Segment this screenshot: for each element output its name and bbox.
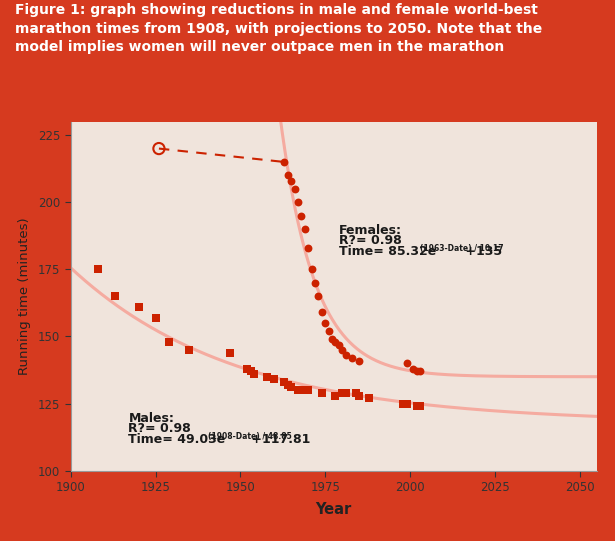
Point <box>354 357 364 365</box>
Text: (1963-Date) / 10.17: (1963-Date) / 10.17 <box>420 244 504 253</box>
Point <box>347 354 357 362</box>
Point <box>303 386 313 394</box>
Point <box>337 388 347 397</box>
Point <box>310 279 320 287</box>
Point <box>412 402 422 411</box>
Text: R?= 0.98: R?= 0.98 <box>129 423 191 436</box>
Point <box>415 402 425 411</box>
Point <box>415 367 425 375</box>
Point <box>287 383 296 392</box>
Point <box>225 348 235 357</box>
Point <box>242 364 252 373</box>
Point <box>245 367 255 375</box>
Point <box>263 372 272 381</box>
Text: Time= 85.32e: Time= 85.32e <box>339 245 436 258</box>
Point <box>283 380 293 389</box>
Point <box>412 367 422 375</box>
Text: +135: +135 <box>461 245 502 258</box>
Point <box>151 313 161 322</box>
Point <box>317 308 327 316</box>
Point <box>399 399 408 408</box>
Point <box>133 302 143 311</box>
Point <box>317 388 327 397</box>
Point <box>307 265 317 274</box>
Point <box>402 359 411 368</box>
Point <box>164 338 174 346</box>
Point <box>110 292 120 300</box>
Point <box>408 364 418 373</box>
Point <box>341 388 351 397</box>
Text: R?= 0.98: R?= 0.98 <box>339 234 402 247</box>
Point <box>280 378 290 386</box>
Text: Females:: Females: <box>339 224 402 237</box>
Point <box>290 184 300 193</box>
Point <box>314 292 323 300</box>
Point <box>154 144 164 153</box>
Text: Males:: Males: <box>129 412 174 425</box>
Point <box>280 157 290 166</box>
Point <box>351 388 360 397</box>
Point <box>341 351 351 360</box>
X-axis label: Year: Year <box>315 503 352 517</box>
Text: +117.81: +117.81 <box>247 433 311 446</box>
Point <box>330 338 340 346</box>
Point <box>249 370 259 378</box>
Point <box>93 265 103 274</box>
Text: Time= 49.03e: Time= 49.03e <box>129 433 226 446</box>
Point <box>330 391 340 400</box>
Point <box>300 225 310 233</box>
Point <box>293 198 303 207</box>
Point <box>354 391 364 400</box>
Point <box>293 386 303 394</box>
Point <box>287 176 296 185</box>
Point <box>283 171 293 180</box>
Point <box>320 319 330 327</box>
Y-axis label: Running time (minutes): Running time (minutes) <box>18 217 31 375</box>
Point <box>327 335 337 344</box>
Text: Figure 1: graph showing reductions in male and female world-best
marathon times : Figure 1: graph showing reductions in ma… <box>15 3 542 54</box>
Point <box>402 399 411 408</box>
Point <box>334 340 344 349</box>
Point <box>296 212 306 220</box>
Point <box>303 243 313 252</box>
Point <box>300 386 310 394</box>
Point <box>269 375 279 384</box>
Point <box>337 346 347 354</box>
Point <box>323 327 333 335</box>
Point <box>364 394 374 403</box>
Text: (1908-Date) / 48.85: (1908-Date) / 48.85 <box>208 432 292 441</box>
Point <box>184 346 194 354</box>
